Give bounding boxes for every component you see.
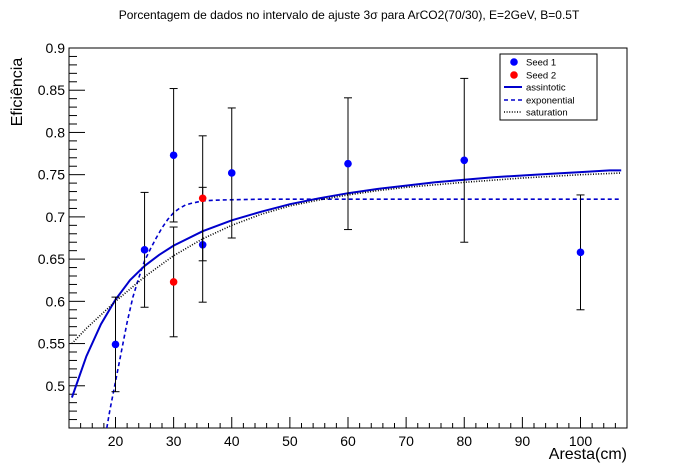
y-tick-label: 0.75 [38,167,65,183]
y-tick-label: 0.85 [38,82,65,98]
y-tick-label: 0.65 [38,251,65,267]
x-tick-label: 80 [456,433,472,449]
legend-marker [510,58,518,66]
data-point-seed-1 [576,248,585,257]
data-point-seed-1 [111,340,120,349]
y-tick-label: 0.6 [46,293,66,309]
x-tick-label: 30 [166,433,182,449]
data-point-seed-1 [344,159,352,168]
y-tick-label: 0.8 [46,124,66,140]
x-tick-label: 70 [398,433,414,449]
data-point-seed-2 [198,194,207,203]
data-point-seed-2 [169,278,178,286]
legend-label: assintotic [526,83,566,94]
legend-label: Seed 2 [526,71,556,82]
legend-label: Seed 1 [526,58,556,69]
y-axis-label: Eficiência [9,58,26,127]
x-tick-label: 60 [340,433,356,449]
x-tick-label: 20 [108,433,124,449]
legend-label: exponential [526,96,575,107]
plot-area: 20 30 40 50 60 70 80 90 100 0.5 0.55 0.6 0.65 0.7 0.75… [38,40,628,449]
x-axis-label: Aresta(cm) [549,446,627,463]
x-tick-label: 100 [569,433,593,449]
y-tick-label: 0.5 [46,378,66,394]
x-tick-label: 90 [515,433,531,449]
x-tick-label: 50 [282,433,298,449]
fit-curve-saturation [71,172,622,345]
data-point-seed-1 [460,156,469,165]
y-tick-label: 0.55 [38,336,65,352]
y-tick-label: 0.7 [46,209,66,225]
fit-curve-exponential [106,198,622,428]
legend-label: saturation [526,108,568,119]
legend-marker [510,71,518,79]
data-point-seed-1 [140,246,149,254]
chart-title: Porcentagem de dados no intervalo de aju… [119,8,580,22]
data-point-seed-1 [227,169,236,177]
fit-curve-assintotic [70,169,622,398]
y-tick-label: 0.9 [46,40,66,56]
x-tick-label: 40 [224,433,240,449]
data-point-seed-1 [169,151,178,160]
